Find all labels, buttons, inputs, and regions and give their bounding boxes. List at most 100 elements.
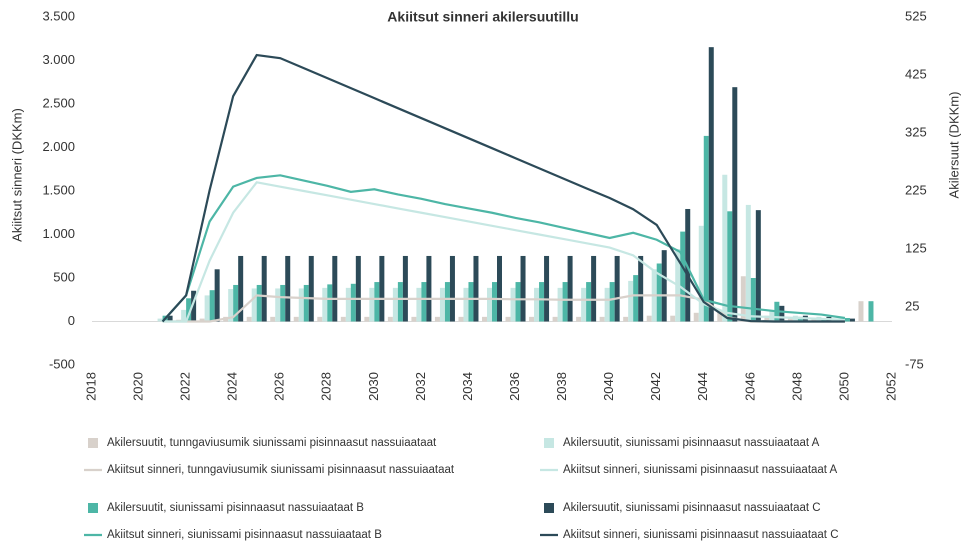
bar xyxy=(534,287,540,322)
bar xyxy=(693,312,699,322)
bar xyxy=(633,275,639,322)
bar xyxy=(552,316,558,322)
bar xyxy=(623,316,629,322)
bar xyxy=(755,210,761,322)
bar xyxy=(416,287,422,322)
bar xyxy=(586,282,592,322)
legend-swatch xyxy=(88,438,98,448)
bar xyxy=(510,287,516,322)
bar xyxy=(199,318,205,322)
bar xyxy=(562,282,568,322)
x-tick-label: 2040 xyxy=(601,372,616,401)
bar xyxy=(285,255,291,322)
y-tick-label: 2.500 xyxy=(42,95,75,110)
bar xyxy=(261,255,267,322)
bar xyxy=(544,255,550,322)
bar xyxy=(576,316,582,322)
bar xyxy=(204,295,210,322)
x-tick-label: 2024 xyxy=(225,372,240,401)
bar xyxy=(426,255,432,322)
bar xyxy=(387,316,393,322)
x-tick-label: 2022 xyxy=(178,372,193,401)
bar xyxy=(520,255,526,322)
bar xyxy=(680,231,686,322)
bar xyxy=(327,284,333,322)
bar xyxy=(646,315,652,322)
bar xyxy=(557,287,563,322)
legend-label: Akilersuutit, siunissami pisinnaasut nas… xyxy=(107,502,364,514)
bar xyxy=(444,282,450,322)
bar xyxy=(769,309,775,322)
x-tick-label: 2052 xyxy=(883,372,898,401)
bar xyxy=(487,287,492,322)
y2-tick-label: 325 xyxy=(905,124,927,139)
bar xyxy=(722,174,728,322)
y-tick-label: 1.000 xyxy=(42,226,75,241)
bar xyxy=(468,282,474,322)
bar xyxy=(392,287,398,322)
bar xyxy=(322,287,328,322)
legend-swatch xyxy=(544,503,554,513)
bar xyxy=(698,225,704,322)
x-tick-label: 2044 xyxy=(695,372,710,401)
bar xyxy=(497,255,502,322)
x-tick-label: 2028 xyxy=(319,372,334,401)
bar xyxy=(473,255,479,322)
bar xyxy=(303,284,309,322)
y2-tick-label: 525 xyxy=(905,8,927,23)
bar xyxy=(764,315,770,322)
bar xyxy=(591,255,597,322)
x-tick-label: 2032 xyxy=(413,372,428,401)
bar xyxy=(308,255,314,322)
y2-tick-label: 225 xyxy=(905,182,927,197)
bar xyxy=(238,255,244,322)
bar xyxy=(439,287,445,322)
y-tick-label: 3.500 xyxy=(42,8,75,23)
bar xyxy=(374,282,380,322)
bar xyxy=(638,255,644,322)
bar xyxy=(449,255,455,322)
x-tick-label: 2042 xyxy=(648,372,663,401)
bar xyxy=(186,298,192,322)
legend-label: Akiitsut sinneri, siunissami pisinnaasut… xyxy=(107,529,382,541)
y-tick-label: 1.500 xyxy=(42,182,75,197)
bar xyxy=(233,284,239,322)
bar xyxy=(868,301,874,322)
bar xyxy=(340,316,346,322)
line xyxy=(162,181,845,323)
bar xyxy=(350,283,356,322)
bar xyxy=(181,309,187,322)
bar xyxy=(581,287,587,322)
bar xyxy=(745,204,751,322)
y-tick-label: 3.000 xyxy=(42,52,75,67)
bar xyxy=(708,47,714,322)
bar xyxy=(482,316,487,322)
bar xyxy=(844,318,850,322)
bar xyxy=(567,255,573,322)
bar xyxy=(609,282,615,322)
bar xyxy=(656,263,662,322)
bar xyxy=(458,316,464,322)
bar xyxy=(275,288,281,322)
y-axis-label: Akiitsut sinneri (DKKm) xyxy=(9,108,24,242)
legend-label: Akiitsut sinneri, siunissami pisinnaasut… xyxy=(563,529,839,541)
legend-label: Akilersuutit, siunissami pisinnaasut nas… xyxy=(563,437,820,449)
bar xyxy=(364,316,370,322)
x-tick-label: 2036 xyxy=(507,372,522,401)
bar xyxy=(779,305,785,322)
bar xyxy=(539,282,545,322)
bar xyxy=(505,316,511,322)
bar xyxy=(727,211,733,322)
legend-label: Akiitsut sinneri, siunissami pisinnaasut… xyxy=(563,464,838,476)
bar xyxy=(209,290,215,322)
y-tick-label: 0 xyxy=(68,313,75,328)
x-tick-label: 2018 xyxy=(83,372,98,401)
bar xyxy=(849,318,855,322)
x-tick-label: 2038 xyxy=(554,372,569,401)
bar xyxy=(599,316,605,322)
bar xyxy=(750,278,756,322)
bar xyxy=(421,282,427,322)
bar xyxy=(492,282,497,322)
bar xyxy=(293,316,299,322)
